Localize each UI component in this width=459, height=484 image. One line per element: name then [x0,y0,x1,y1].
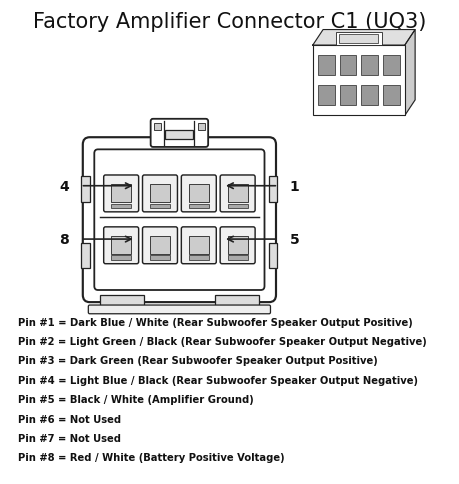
Bar [150,256,170,261]
Bar [360,56,377,76]
Bar [111,236,131,255]
Bar [339,56,356,76]
FancyBboxPatch shape [103,227,138,264]
Bar [227,204,247,209]
Bar [198,123,205,131]
Bar [360,86,377,106]
FancyBboxPatch shape [151,120,208,148]
Text: Pin #2 = Light Green / Black (Rear Subwoofer Speaker Output Negative): Pin #2 = Light Green / Black (Rear Subwo… [18,336,426,347]
Text: Pin #1 = Dark Blue / White (Rear Subwoofer Speaker Output Positive): Pin #1 = Dark Blue / White (Rear Subwoof… [18,317,412,327]
Bar [215,295,258,309]
Bar [81,177,90,202]
Bar [227,184,247,203]
Bar [188,184,208,203]
Text: Pin #6 = Not Used: Pin #6 = Not Used [18,414,121,424]
Bar [227,256,247,261]
Bar [382,56,399,76]
FancyBboxPatch shape [181,176,216,212]
Bar [339,35,377,44]
FancyBboxPatch shape [103,176,138,212]
FancyBboxPatch shape [220,176,255,212]
Bar [111,256,131,261]
Bar [150,184,170,203]
FancyBboxPatch shape [83,138,275,302]
FancyBboxPatch shape [181,227,216,264]
Bar [188,204,208,209]
Text: Pin #8 = Red / White (Battery Positive Voltage): Pin #8 = Red / White (Battery Positive V… [18,453,285,463]
Bar [150,236,170,255]
Text: Pin #4 = Light Blue / Black (Rear Subwoofer Speaker Output Negative): Pin #4 = Light Blue / Black (Rear Subwoo… [18,375,418,385]
Bar [312,46,404,116]
Text: 1: 1 [289,180,299,193]
Bar [81,243,90,268]
Text: Factory Amplifier Connector C1 (UQ3): Factory Amplifier Connector C1 (UQ3) [33,12,426,32]
Bar [339,86,356,106]
Bar [153,123,161,131]
Bar [165,131,193,139]
Text: Pin #5 = Black / White (Amplifier Ground): Pin #5 = Black / White (Amplifier Ground… [18,394,254,405]
Bar [188,256,208,261]
Bar [382,86,399,106]
Bar [335,33,381,46]
Polygon shape [312,30,414,46]
Bar [317,56,334,76]
Bar [188,236,208,255]
Text: 8: 8 [59,233,69,246]
FancyBboxPatch shape [220,227,255,264]
Text: Pin #3 = Dark Green (Rear Subwoofer Speaker Output Positive): Pin #3 = Dark Green (Rear Subwoofer Spea… [18,356,377,366]
Bar [269,243,277,268]
Bar [111,184,131,203]
Bar [150,204,170,209]
Polygon shape [404,30,414,116]
Bar [100,295,143,309]
Bar [317,86,334,106]
Bar [111,204,131,209]
Bar [227,236,247,255]
Bar [269,177,277,202]
FancyBboxPatch shape [88,305,270,314]
FancyBboxPatch shape [142,227,177,264]
Text: Pin #7 = Not Used: Pin #7 = Not Used [18,433,121,443]
FancyBboxPatch shape [94,150,264,290]
FancyBboxPatch shape [142,176,177,212]
Text: 5: 5 [289,233,299,246]
Text: 4: 4 [59,180,69,193]
